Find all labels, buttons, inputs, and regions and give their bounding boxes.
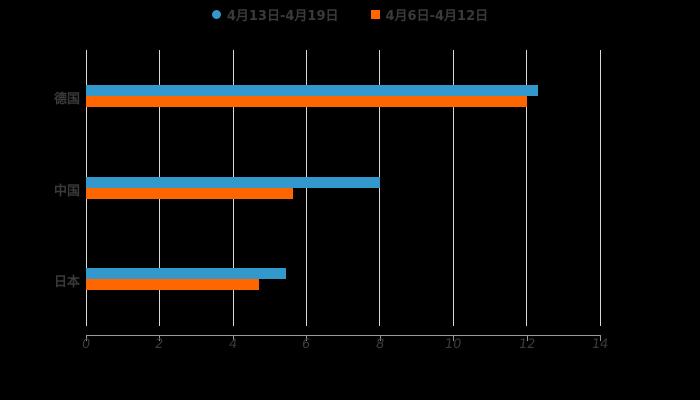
legend-item-series-1[interactable]: 4月13日-4月19日: [211, 5, 339, 24]
circle-marker-icon: [211, 9, 221, 19]
gridline: [379, 50, 380, 326]
x-tick-label: 10: [443, 337, 463, 352]
x-tick: [306, 335, 307, 341]
gridline: [526, 50, 527, 326]
x-tick-label: 14: [590, 337, 610, 352]
gridline: [600, 50, 601, 326]
gridline: [453, 50, 454, 326]
x-tick: [159, 335, 160, 341]
x-tick-label: 12: [517, 337, 537, 352]
legend-item-series-2[interactable]: 4月6日-4月12日: [370, 5, 489, 24]
bar-series-1[interactable]: [86, 85, 538, 96]
x-tick-label: 0: [80, 337, 92, 352]
bar-series-2[interactable]: [86, 96, 527, 107]
x-tick: [233, 335, 234, 341]
x-tick-label: 8: [374, 337, 386, 352]
x-axis: [86, 335, 601, 336]
x-tick: [86, 335, 87, 341]
category-label-germany: 德国: [53, 92, 80, 107]
bar-series-1[interactable]: [86, 177, 380, 188]
legend-label: 4月13日-4月19日: [226, 8, 339, 24]
bar-series-2[interactable]: [86, 188, 293, 199]
category-label-china: 中国: [53, 184, 80, 199]
x-tick-label: 4: [227, 337, 239, 352]
x-tick: [527, 335, 528, 341]
square-marker-icon: [370, 9, 380, 19]
x-tick-label: 2: [153, 337, 165, 352]
bar-series-2[interactable]: [86, 279, 259, 290]
legend-label: 4月6日-4月12日: [385, 8, 489, 24]
legend: 4月13日-4月19日 4月6日-4月12日: [0, 4, 700, 24]
gridline: [306, 50, 307, 326]
category-label-japan: 日本: [53, 275, 80, 290]
x-tick-label: 6: [300, 337, 312, 352]
x-tick: [380, 335, 381, 341]
x-tick: [453, 335, 454, 341]
x-tick: [600, 335, 601, 341]
bar-series-1[interactable]: [86, 268, 286, 279]
